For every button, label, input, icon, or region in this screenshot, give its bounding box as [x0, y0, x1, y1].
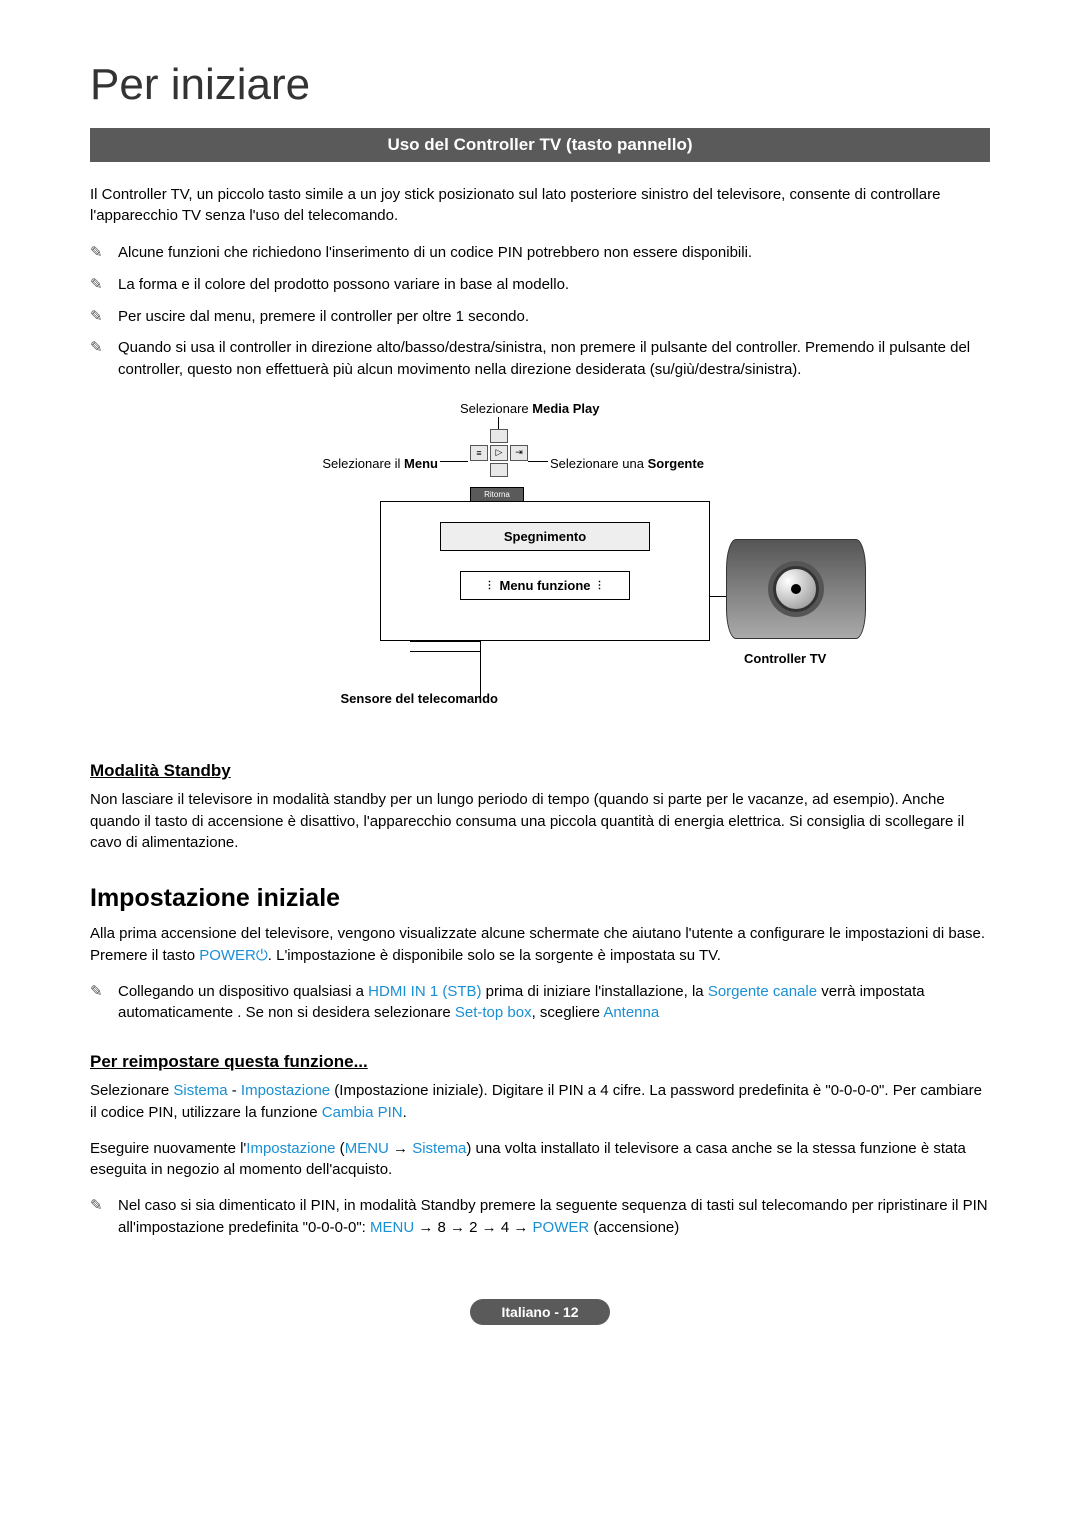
diagram-icon-cluster: ≡ ▷ ⇥	[470, 429, 528, 477]
note-item: ✎ Alcune funzioni che richiedono l'inser…	[90, 242, 990, 264]
reset-title: Per reimpostare questa funzione...	[90, 1052, 990, 1072]
note-text: Quando si usa il controller in direzione…	[118, 339, 970, 378]
page-footer-badge: Italiano - 12	[470, 1299, 610, 1325]
function-menu-box: Spegnimento ⋮ Menu funzione ⋮	[380, 501, 710, 641]
dots-icon: ⋮	[485, 580, 496, 591]
controller-diagram: Selezionare Media Play Selezionare il Me…	[190, 401, 890, 711]
power-icon	[256, 947, 268, 964]
menu-funzione-button: ⋮ Menu funzione ⋮	[460, 571, 630, 600]
intro-paragraph: Il Controller TV, un piccolo tasto simil…	[90, 184, 990, 226]
note-item: ✎ Collegando un dispositivo qualsiasi a …	[90, 981, 990, 1025]
setup-title: Impostazione iniziale	[90, 884, 990, 913]
power-text: POWER	[199, 947, 256, 964]
up-icon	[490, 429, 508, 443]
note-text: Collegando un dispositivo qualsiasi a HD…	[118, 983, 925, 1022]
note-item: ✎ Per uscire dal menu, premere il contro…	[90, 306, 990, 328]
spegnimento-button: Spegnimento	[440, 522, 650, 551]
down-icon	[490, 463, 508, 477]
reset-para-2: Eseguire nuovamente l'Impostazione (MENU…	[90, 1138, 990, 1182]
note-icon: ✎	[90, 274, 103, 296]
note-item: ✎ Quando si usa il controller in direzio…	[90, 337, 990, 381]
note-text: Per uscire dal menu, premere il controll…	[118, 308, 529, 325]
standby-title: Modalità Standby	[90, 761, 990, 781]
note-icon: ✎	[90, 306, 103, 328]
note-text: La forma e il colore del prodotto posson…	[118, 276, 569, 293]
note-text: Nel caso si sia dimenticato il PIN, in m…	[118, 1197, 988, 1236]
note-icon: ✎	[90, 242, 103, 264]
label-controller: Controller TV	[744, 651, 826, 666]
label-media-play: Selezionare Media Play	[460, 401, 599, 416]
dots-icon: ⋮	[595, 580, 606, 591]
note-icon: ✎	[90, 1195, 103, 1217]
page-title: Per iniziare	[90, 60, 990, 110]
note-text: Alcune funzioni che richiedono l'inserim…	[118, 244, 752, 261]
standby-para: Non lasciare il televisore in modalità s…	[90, 789, 990, 854]
right-icon: ⇥	[510, 445, 528, 461]
center-icon: ▷	[490, 445, 508, 461]
note-icon: ✎	[90, 337, 103, 359]
notes-list: ✎ Alcune funzioni che richiedono l'inser…	[90, 242, 990, 381]
left-icon: ≡	[470, 445, 488, 461]
section-heading-bar: Uso del Controller TV (tasto pannello)	[90, 128, 990, 162]
note-item: ✎ La forma e il colore del prodotto poss…	[90, 274, 990, 296]
label-menu: Selezionare il Menu	[308, 456, 438, 471]
label-sensor: Sensore del telecomando	[318, 691, 498, 706]
reset-para-1: Selezionare Sistema - Impostazione (Impo…	[90, 1080, 990, 1124]
note-item: ✎ Nel caso si sia dimenticato il PIN, in…	[90, 1195, 990, 1239]
note-icon: ✎	[90, 981, 103, 1003]
ritorna-box: Ritorna	[470, 487, 524, 502]
label-source: Selezionare una Sorgente	[550, 456, 704, 471]
controller-knob-icon	[773, 566, 819, 612]
controller-illustration	[726, 539, 866, 639]
setup-para: Alla prima accensione del televisore, ve…	[90, 923, 990, 967]
